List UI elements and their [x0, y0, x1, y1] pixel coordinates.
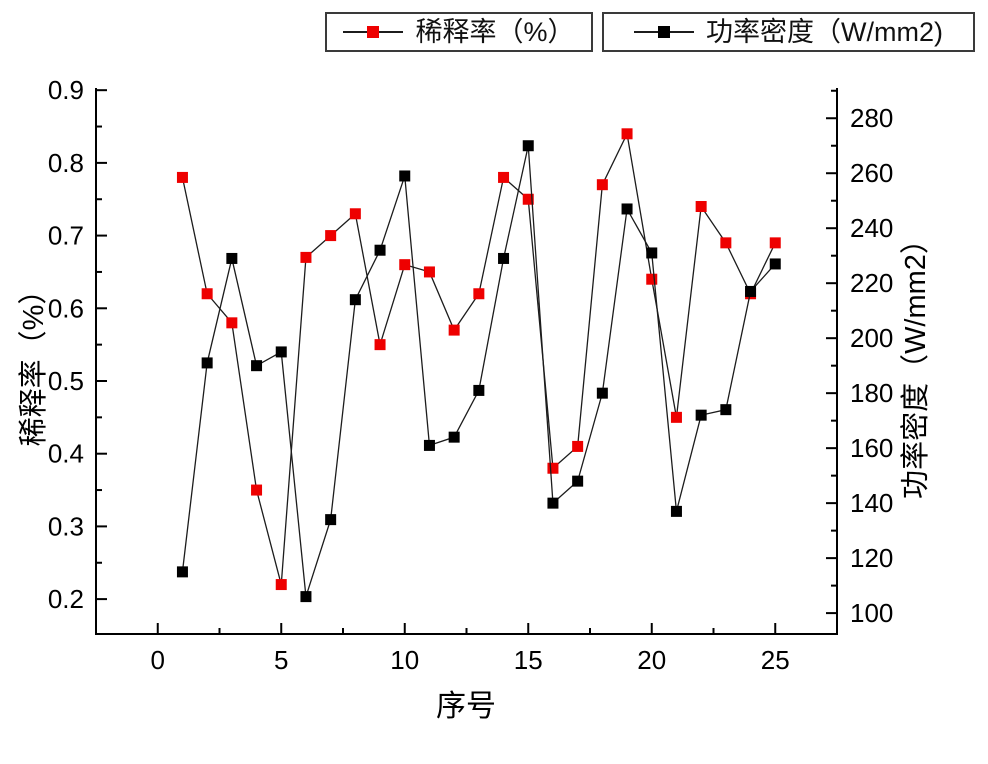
series-dilution-marker — [670, 411, 682, 423]
series-power-marker — [670, 505, 682, 517]
legend-box-dilution: 稀释率（%） — [325, 12, 593, 52]
series-dilution-marker — [423, 266, 435, 278]
series-power-marker — [275, 346, 287, 358]
series-power-marker — [374, 244, 386, 256]
series-dilution-line — [181, 131, 776, 585]
series-power-marker — [251, 360, 263, 372]
series-power-marker — [226, 252, 238, 264]
series-dilution-marker — [300, 251, 312, 263]
series-power-marker — [399, 170, 411, 182]
right-axis-tick-label: 180 — [850, 378, 893, 408]
series-power-marker — [522, 140, 534, 152]
series-power-marker — [349, 294, 361, 306]
right-axis-tick-label: 140 — [850, 488, 893, 518]
left-axis-tick-label: 0.3 — [48, 511, 84, 541]
legend-box-power: 功率密度（W/mm2) — [602, 12, 975, 52]
series-power-marker — [596, 387, 608, 399]
right-axis-tick-label: 120 — [850, 543, 893, 573]
left-axis-tick-label: 0.9 — [48, 75, 84, 105]
x-axis-tick-label: 25 — [761, 645, 790, 675]
x-axis-tick-label: 5 — [274, 645, 288, 675]
series-dilution-marker — [473, 288, 485, 300]
x-axis-tick-label: 15 — [514, 645, 543, 675]
series-power-marker — [498, 252, 510, 264]
right-axis-tick-label: 280 — [850, 103, 893, 133]
series-dilution-marker — [399, 259, 411, 271]
series-power-marker — [325, 514, 337, 526]
legend-symbol-power — [634, 26, 694, 38]
series-dilution-marker — [176, 171, 188, 183]
series-dilution-marker — [275, 579, 287, 591]
right-axis-tick-label: 200 — [850, 323, 893, 353]
series-dilution-marker — [349, 208, 361, 220]
x-axis-tick-label: 0 — [151, 645, 165, 675]
legend: 稀释率（%） 功率密度（W/mm2) — [0, 12, 988, 54]
series-power-marker — [473, 384, 485, 396]
right-axis-tick-label: 100 — [850, 598, 893, 628]
series-dilution-marker — [251, 484, 263, 496]
series-power-marker — [720, 404, 732, 416]
series-power-marker — [423, 439, 435, 451]
series-dilution-marker — [621, 128, 633, 140]
series-power-marker — [695, 409, 707, 421]
series-dilution-marker — [720, 237, 732, 249]
x-axis-title: 序号 — [436, 690, 496, 723]
left-axis-tick-label: 0.6 — [48, 293, 84, 323]
x-axis-tick-label: 20 — [637, 645, 666, 675]
left-axis-tick-label: 0.8 — [48, 148, 84, 178]
series-power-marker — [547, 497, 559, 509]
left-axis-tick-label: 0.4 — [48, 439, 84, 469]
series-dilution-marker — [572, 440, 584, 452]
legend-label-power: 功率密度（W/mm2) — [706, 17, 943, 47]
right-axis-tick-label: 160 — [850, 433, 893, 463]
left-axis-tick-label: 0.2 — [48, 584, 84, 614]
series-dilution-marker — [374, 339, 386, 351]
series-dilution-marker — [769, 237, 781, 249]
legend-label-dilution: 稀释率（%） — [415, 17, 575, 47]
left-axis-tick-label: 0.7 — [48, 221, 84, 251]
series-dilution-marker — [226, 317, 238, 329]
series-dilution-marker — [547, 462, 559, 474]
series-power-marker — [621, 203, 633, 215]
series-power-marker — [572, 475, 584, 487]
legend-symbol-dilution — [343, 26, 404, 38]
series-power-marker — [300, 591, 312, 603]
series-dilution-marker — [695, 201, 707, 213]
series-power-marker — [646, 247, 658, 259]
series-dilution-marker — [498, 171, 510, 183]
series-dilution-marker — [325, 230, 337, 242]
legend-square-marker-icon — [658, 26, 670, 38]
right-axis-title: 功率密度（W/mm2） — [900, 225, 932, 499]
series-power-marker — [745, 285, 757, 297]
series-power-marker — [176, 566, 188, 578]
series-dilution-marker — [448, 324, 460, 336]
series-power-line — [181, 145, 776, 597]
series-dilution-marker — [646, 273, 658, 285]
series-dilution-marker — [201, 288, 213, 300]
left-axis-title: 稀释率（%） — [18, 275, 50, 447]
right-axis-tick-label: 260 — [850, 158, 893, 188]
series-power-marker — [769, 258, 781, 270]
series-power-marker — [448, 431, 460, 443]
left-axis-tick-label: 0.5 — [48, 366, 84, 396]
series-dilution-marker — [522, 193, 534, 205]
series-power-marker — [201, 357, 213, 369]
right-axis-tick-label: 240 — [850, 213, 893, 243]
legend-square-marker-icon — [367, 26, 380, 38]
right-axis-tick-label: 220 — [850, 268, 893, 298]
series-dilution-marker — [596, 179, 608, 191]
x-axis-tick-label: 10 — [390, 645, 419, 675]
